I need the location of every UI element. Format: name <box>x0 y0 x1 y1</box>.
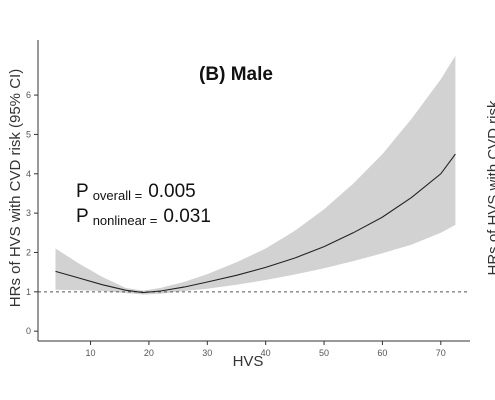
adjacent-panel-y-axis-title: HRs of HVS with CVD risk <box>485 100 495 276</box>
y-tick-label: 3 <box>26 208 31 218</box>
p-nonlinear-prefix: P <box>76 206 89 227</box>
y-tick-label: 4 <box>26 169 31 179</box>
x-tick-label: 10 <box>86 348 96 358</box>
p-overall-prefix: P <box>76 181 89 202</box>
x-tick-label: 70 <box>436 348 446 358</box>
y-axis-ticks: 0 1 2 3 4 5 6 <box>26 90 38 336</box>
x-tick-label: 50 <box>319 348 329 358</box>
chart-title: (B) Male <box>199 64 273 85</box>
x-axis-ticks: 10 20 30 40 50 60 70 <box>86 341 446 358</box>
x-tick-label: 60 <box>377 348 387 358</box>
x-tick-label: 30 <box>202 348 212 358</box>
p-nonlinear-value: 0.031 <box>163 206 211 227</box>
y-tick-label: 6 <box>26 90 31 100</box>
hazard-ratio-curve <box>55 153 456 294</box>
p-overall-subscript: overall = <box>93 188 143 203</box>
y-tick-label: 0 <box>26 326 31 336</box>
y-tick-label: 2 <box>26 247 31 257</box>
x-tick-label: 20 <box>144 348 154 358</box>
p-overall-value: 0.005 <box>148 181 196 202</box>
p-nonlinear-subscript: nonlinear = <box>93 213 158 228</box>
y-tick-label: 1 <box>26 287 31 297</box>
x-tick-label: 40 <box>261 348 271 358</box>
x-axis-title: HVS <box>233 353 264 370</box>
y-tick-label: 5 <box>26 129 31 139</box>
confidence-band <box>55 55 456 295</box>
plot-panel <box>38 55 470 295</box>
y-axis-title: HRs of HVS with CVD risk (95% CI) <box>7 69 24 307</box>
